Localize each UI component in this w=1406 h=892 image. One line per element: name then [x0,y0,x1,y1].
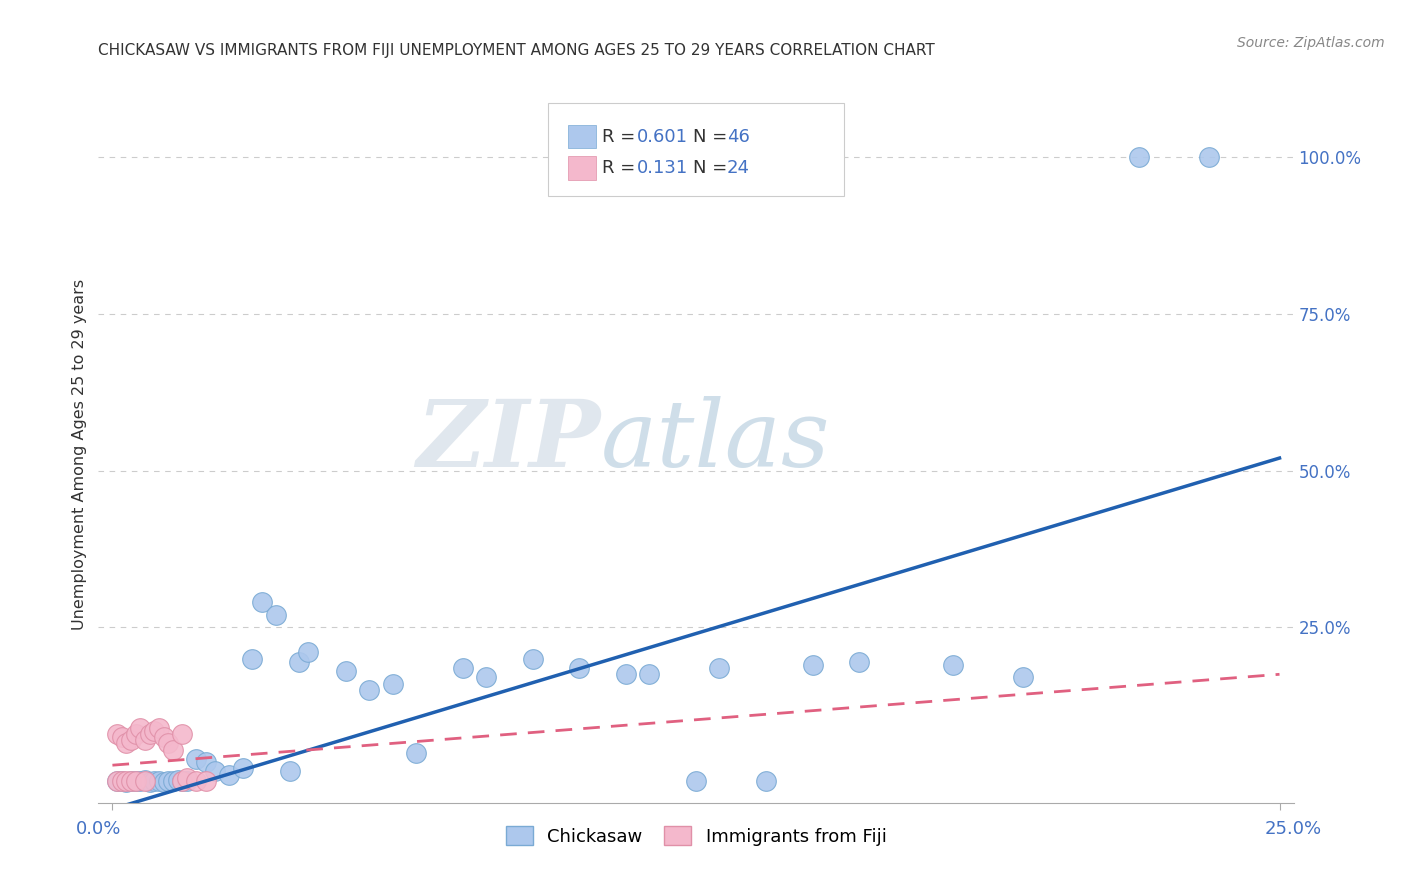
Text: 24: 24 [727,159,749,177]
Point [143,773,166,788]
Point [176,773,198,788]
Point [250,595,273,609]
Text: 46: 46 [727,128,749,145]
Point [115,773,138,788]
Point [105,773,128,788]
Point [125,774,148,789]
Point [297,645,319,659]
Point [451,661,474,675]
Point [143,723,166,738]
Point [148,721,170,735]
Point [1011,670,1033,684]
Point [218,767,240,781]
Point [755,773,778,788]
Text: 0.601: 0.601 [637,128,688,145]
Point [105,773,128,788]
Text: R =: R = [602,159,647,177]
Point [134,773,156,788]
Point [475,670,498,684]
Text: N =: N = [693,128,733,145]
Point [157,773,180,788]
Point [162,773,184,788]
Point [166,773,188,788]
Point [111,773,134,788]
Point [685,773,707,788]
Point [157,736,180,750]
Point [522,651,544,665]
Point [638,667,661,681]
Point [568,661,591,675]
Text: ZIP: ZIP [416,396,600,486]
Point [1198,150,1220,164]
Text: Source: ZipAtlas.com: Source: ZipAtlas.com [1237,36,1385,50]
Point [359,683,381,698]
Text: N =: N = [693,159,733,177]
Point [125,773,148,788]
Point [194,755,217,769]
Text: 0.131: 0.131 [637,159,688,177]
Point [152,730,174,744]
Point [186,773,208,788]
Point [134,733,156,747]
Y-axis label: Unemployment Among Ages 25 to 29 years: Unemployment Among Ages 25 to 29 years [72,279,87,631]
Point [129,721,152,735]
Text: 0.0%: 0.0% [76,820,121,838]
Point [105,727,128,741]
Point [242,651,264,665]
Point [278,764,301,779]
Text: atlas: atlas [600,396,830,486]
Point [148,774,170,789]
Point [129,773,152,788]
Point [614,667,637,681]
Point [152,775,174,789]
Text: R =: R = [602,128,641,145]
Point [942,657,965,672]
Point [139,727,162,741]
Point [115,775,138,789]
Point [162,742,184,756]
Point [194,773,217,788]
Point [335,664,357,678]
Point [120,733,142,747]
Point [232,761,254,775]
Point [172,773,194,788]
Point [381,676,404,690]
Point [176,771,198,785]
Point [709,661,731,675]
Point [848,655,870,669]
Text: CHICKASAW VS IMMIGRANTS FROM FIJI UNEMPLOYMENT AMONG AGES 25 TO 29 YEARS CORRELA: CHICKASAW VS IMMIGRANTS FROM FIJI UNEMPL… [98,43,935,58]
Text: 25.0%: 25.0% [1265,820,1322,838]
Point [125,727,148,741]
Legend: Chickasaw, Immigrants from Fiji: Chickasaw, Immigrants from Fiji [498,819,894,853]
Point [186,752,208,766]
Point [111,774,134,789]
Point [204,764,226,779]
Point [134,773,156,788]
Point [111,730,134,744]
Point [405,746,427,760]
Point [120,773,142,788]
Point [115,736,138,750]
Point [172,774,194,789]
Point [172,727,194,741]
Point [139,775,162,789]
Point [801,657,824,672]
Point [264,607,287,622]
Point [288,655,311,669]
Point [120,773,142,788]
Point [1128,150,1150,164]
